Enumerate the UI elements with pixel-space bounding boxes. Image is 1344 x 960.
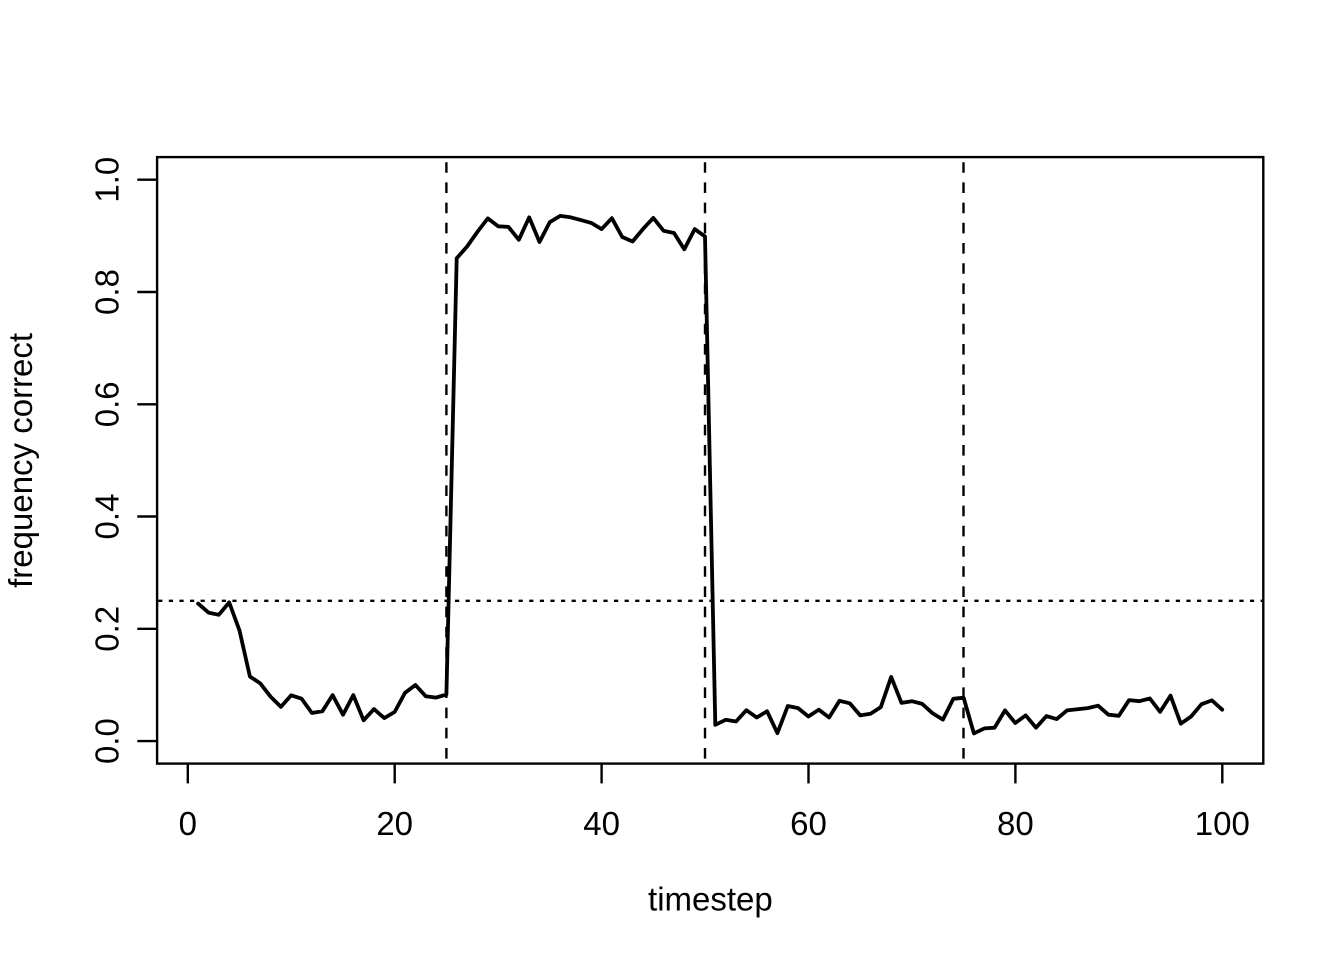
svg-text:100: 100 xyxy=(1195,805,1250,842)
svg-text:frequency correct: frequency correct xyxy=(2,333,39,588)
svg-text:0.2: 0.2 xyxy=(89,606,126,652)
svg-text:80: 80 xyxy=(997,805,1034,842)
svg-text:60: 60 xyxy=(790,805,827,842)
svg-text:timestep: timestep xyxy=(648,881,773,918)
svg-text:0.8: 0.8 xyxy=(89,269,126,315)
svg-text:1.0: 1.0 xyxy=(89,157,126,203)
svg-text:0.4: 0.4 xyxy=(89,494,126,540)
svg-text:0.0: 0.0 xyxy=(89,718,126,764)
svg-text:20: 20 xyxy=(376,805,413,842)
svg-text:0.6: 0.6 xyxy=(89,381,126,427)
svg-text:0: 0 xyxy=(179,805,197,842)
svg-text:40: 40 xyxy=(583,805,620,842)
